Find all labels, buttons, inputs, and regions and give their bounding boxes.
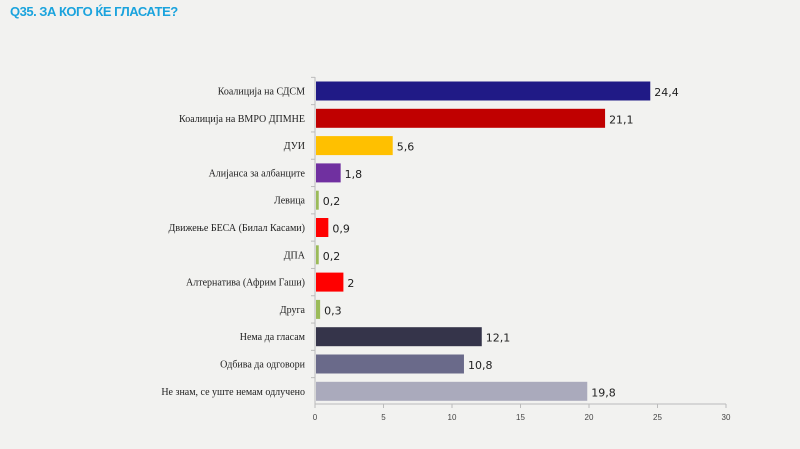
bar xyxy=(316,81,651,101)
bar xyxy=(316,108,606,128)
data-label: 19,8 xyxy=(591,386,616,399)
bar xyxy=(316,136,393,156)
category-label: Левица xyxy=(274,196,306,207)
category-label: Одбива да одговори xyxy=(220,360,305,371)
category-label: Алтернатива (Африм Гаши) xyxy=(186,278,305,289)
bar xyxy=(316,354,464,374)
category-label: ДУИ xyxy=(284,141,305,152)
x-tick-label: 20 xyxy=(585,413,594,422)
x-tick-label: 30 xyxy=(722,413,731,422)
data-label: 5,6 xyxy=(397,141,415,154)
x-tick-label: 5 xyxy=(381,413,386,422)
bar xyxy=(316,163,341,183)
data-label: 2 xyxy=(347,277,354,290)
x-tick-label: 0 xyxy=(313,413,318,422)
category-label: Алијанса за албанците xyxy=(209,168,306,179)
data-label: 0,2 xyxy=(323,250,341,263)
data-label: 0,3 xyxy=(324,304,342,317)
category-label: Друга xyxy=(280,305,306,316)
category-label: ДПА xyxy=(284,250,306,261)
bar xyxy=(316,190,319,210)
bar xyxy=(316,245,319,265)
bar xyxy=(316,299,321,319)
data-label: 1,8 xyxy=(345,168,363,181)
x-tick-label: 15 xyxy=(516,413,525,422)
bar xyxy=(316,272,344,292)
data-label: 12,1 xyxy=(486,332,511,345)
data-label: 10,8 xyxy=(468,359,493,372)
x-tick-label: 10 xyxy=(448,413,457,422)
category-label: Нема да гласам xyxy=(240,332,306,343)
category-label: Не знам, се уште немам одлучено xyxy=(161,387,305,398)
data-label: 24,4 xyxy=(654,86,679,99)
bar xyxy=(316,218,329,237)
bar xyxy=(316,327,482,347)
category-label: Движење БЕСА (Билал Касами) xyxy=(169,223,305,234)
category-label: Коалиција на ВМРО ДПМНЕ xyxy=(179,114,305,125)
category-label: Коалиција на СДСМ xyxy=(218,87,305,98)
chart-title: Q35. ЗА КОГО ЌЕ ГЛАСАТЕ? xyxy=(10,4,178,19)
x-tick-label: 25 xyxy=(653,413,662,422)
data-label: 0,9 xyxy=(332,223,350,236)
data-label: 21,1 xyxy=(609,113,634,126)
data-label: 0,2 xyxy=(323,195,341,208)
bar xyxy=(316,381,588,401)
